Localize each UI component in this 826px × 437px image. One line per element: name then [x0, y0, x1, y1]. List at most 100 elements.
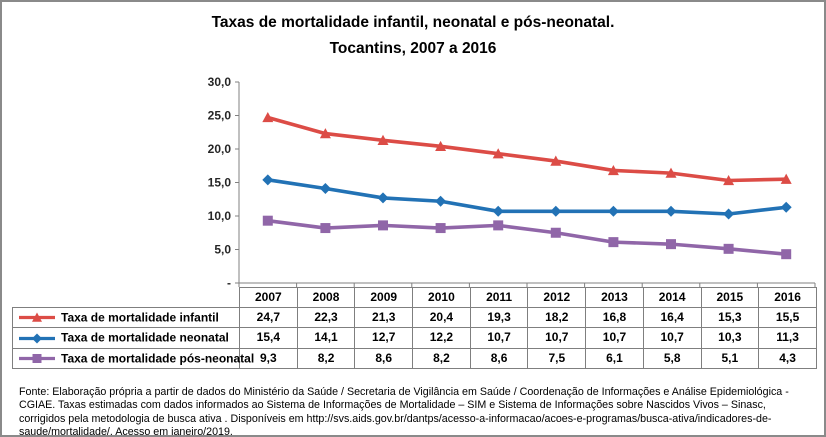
- diamond-marker: [492, 205, 504, 217]
- square-marker: [550, 227, 561, 238]
- square-marker: [781, 249, 792, 260]
- y-tick-label: 15,0: [208, 176, 232, 190]
- value-cell: 16,8: [585, 306, 644, 329]
- square-marker: [320, 223, 331, 234]
- year-header: 2008: [296, 287, 356, 308]
- value-cell: 11,3: [758, 327, 817, 349]
- value-cell: 10,7: [469, 327, 529, 349]
- value-cell: 9,3: [239, 347, 298, 369]
- square-marker: [262, 215, 273, 226]
- diamond-marker: [319, 183, 331, 195]
- triangle-marker: [665, 167, 677, 178]
- value-cell: 12,7: [354, 327, 414, 349]
- square-marker: [666, 239, 676, 250]
- series-line: [265, 218, 789, 256]
- series-taxa-de-mortalidade-infantil: [262, 112, 792, 186]
- square-marker: [435, 223, 446, 234]
- year-header-row: 2007 2008 2009 2010 2011 2012 2013 2014 2015 2016: [13, 287, 817, 308]
- table-row-taxa-de-mortalidade-pos-neonatal: Taxa de mortalidade pós-neonatal 9,3 8,2 8,…: [12, 347, 817, 369]
- triangle-marker: [377, 134, 389, 145]
- y-tick-label: 30,0: [208, 75, 232, 89]
- chart-title-line2: Tocantins, 2007 a 2016: [329, 40, 497, 57]
- value-cell: 4,3: [758, 347, 817, 369]
- value-cell: 12,2: [412, 327, 471, 349]
- legend-cell: Taxa de mortalidade neonatal: [12, 327, 240, 349]
- diamond-marker: [377, 192, 389, 204]
- legend-cell: Taxa de mortalidade pós-neonatal: [12, 347, 254, 369]
- year-header: 2011: [469, 287, 529, 308]
- value-cell: 15,5: [758, 306, 817, 329]
- y-tick-label: 25,0: [208, 109, 232, 123]
- triangle-marker: [723, 174, 735, 186]
- value-cell: 18,2: [527, 306, 587, 329]
- table-corner-cell: [13, 288, 240, 308]
- diamond-marker: [550, 205, 562, 217]
- year-header: 2009: [354, 287, 414, 308]
- year-header: 2012: [527, 287, 587, 308]
- value-cell: 5,8: [642, 347, 702, 369]
- series-line: [265, 115, 789, 183]
- diamond-marker: [32, 333, 42, 344]
- square-marker: [608, 237, 619, 248]
- value-cell: 7,5: [527, 347, 587, 369]
- series-line: [265, 178, 789, 216]
- table-row-taxa-de-mortalidade-neonatal: Taxa de mortalidade neonatal 15,4 14,1 12,7…: [12, 327, 817, 349]
- triangle-marker: [435, 140, 447, 151]
- triangle-marker: [262, 112, 274, 123]
- year-header: 2016: [758, 287, 817, 308]
- triangle-legend-key-icon: [19, 312, 55, 323]
- diamond-marker: [607, 205, 619, 217]
- y-axis-labels: - 5,0 10,0 15,0 20,0 25,0 30,0: [208, 75, 239, 290]
- source-note: Fonte: Elaboração própria a partir de da…: [19, 386, 789, 437]
- legend-label: Taxa de mortalidade infantil: [61, 310, 219, 325]
- y-tick-label: 20,0: [208, 142, 232, 156]
- year-header: 2015: [700, 287, 760, 308]
- value-cell: 5,1: [700, 347, 760, 369]
- legend-label: Taxa de mortalidade neonatal: [61, 330, 229, 345]
- series-taxa-de-mortalidade-neonatal: [262, 174, 792, 220]
- value-cell: 19,3: [469, 306, 529, 329]
- triangle-marker: [550, 155, 562, 166]
- legend-label: Taxa de mortalidade pós-neonatal: [61, 350, 255, 365]
- chart-title: Taxas de mortalidade infantil, neonatal …: [2, 10, 824, 62]
- y-tick-label: -: [227, 276, 231, 290]
- square-legend-key-icon: [19, 353, 55, 363]
- square-marker: [32, 353, 42, 363]
- y-tick-label: 10,0: [208, 209, 232, 223]
- value-cell: 24,7: [239, 306, 298, 329]
- value-cell: 8,6: [354, 347, 414, 369]
- legend-cell: Taxa de mortalidade infantil: [12, 306, 240, 329]
- triangle-marker: [492, 148, 504, 159]
- square-marker: [493, 220, 504, 231]
- value-cell: 10,7: [527, 327, 587, 349]
- value-cell: 22,3: [296, 306, 356, 329]
- value-cell: 15,3: [700, 306, 760, 329]
- triangle-marker: [780, 173, 792, 184]
- square-marker: [723, 243, 734, 254]
- value-cell: 8,6: [469, 347, 529, 369]
- value-cell: 10,7: [585, 327, 644, 349]
- diamond-marker: [435, 195, 447, 207]
- triangle-marker: [319, 128, 331, 139]
- value-cell: 6,1: [585, 347, 644, 369]
- diamond-marker: [665, 205, 677, 217]
- diamond-marker: [262, 174, 274, 186]
- data-table: 2007 2008 2009 2010 2011 2012 2013 2014 2015 2016…: [12, 287, 817, 369]
- value-cell: 10,7: [642, 327, 702, 349]
- diamond-legend-key-icon: [19, 333, 55, 344]
- table-row-taxa-de-mortalidade-infantil: Taxa de mortalidade infantil 24,7 22,3 21,3…: [12, 306, 817, 329]
- year-header: 2014: [642, 287, 702, 308]
- value-cell: 10,3: [700, 327, 760, 349]
- value-cell: 16,4: [642, 306, 702, 329]
- year-header: 2007: [239, 287, 298, 308]
- triangle-marker: [607, 164, 619, 176]
- value-cell: 14,1: [296, 327, 356, 349]
- value-cell: 8,2: [412, 347, 471, 369]
- line-chart-plot: - 5,0 10,0 15,0 20,0 25,0 30,0: [208, 75, 816, 290]
- y-tick-label: 5,0: [214, 243, 231, 257]
- square-marker: [378, 220, 388, 231]
- series-taxa-de-mortalidade-pos-neonatal: [262, 215, 792, 260]
- diamond-marker: [723, 208, 735, 220]
- year-header: 2013: [585, 287, 644, 308]
